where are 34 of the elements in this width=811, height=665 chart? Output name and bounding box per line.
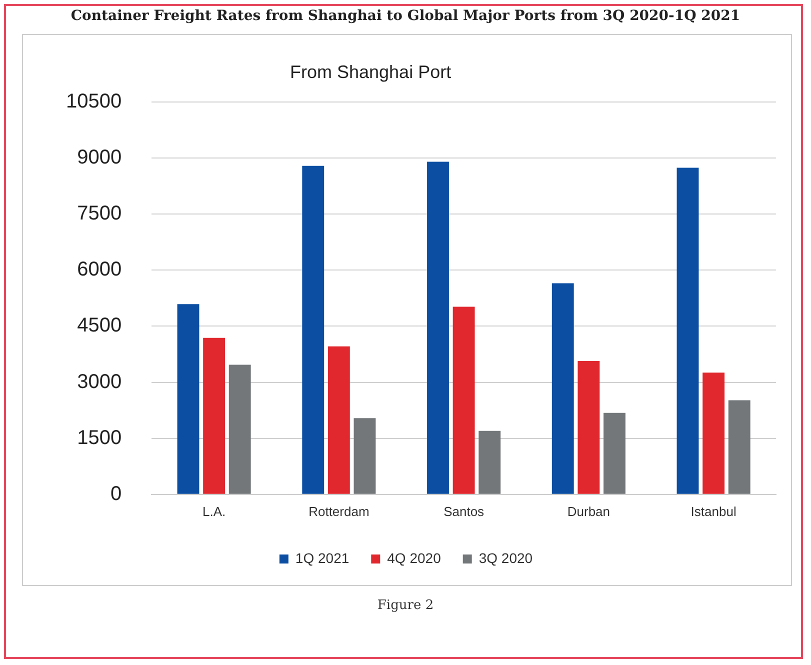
x-tick-label: Durban: [567, 504, 610, 519]
chart-title: Container Freight Rates from Shanghai to Global Major Ports from 3Q 2020-1Q 2021: [70, 8, 742, 24]
bar: [228, 364, 251, 494]
bar: [354, 418, 376, 494]
bar: [552, 283, 574, 494]
x-tick-label: Istanbul: [690, 504, 736, 519]
bar: [328, 346, 350, 494]
x-tick-label: Santos: [444, 504, 485, 519]
x-tick-label: L.A.: [202, 504, 226, 519]
y-tick-label: 7500: [77, 202, 122, 225]
y-tick-label: 4500: [77, 314, 122, 337]
y-tick-label: 0: [110, 482, 122, 505]
bar: [177, 304, 200, 494]
caption: Figure 2: [376, 598, 435, 613]
y-tick-label: 1500: [77, 426, 122, 449]
bar: [302, 166, 324, 494]
chart-subtitle: From Shanghai Port: [290, 62, 452, 83]
bar: [676, 168, 699, 494]
bar: [578, 360, 600, 494]
legend-label: 1Q 2021: [295, 550, 350, 566]
y-tick-label: 3000: [77, 370, 122, 393]
legend-label: 4Q 2020: [387, 550, 442, 566]
bar: [478, 430, 501, 494]
x-tick-label: Rotterdam: [308, 504, 370, 519]
bar: [604, 412, 626, 494]
bar: [427, 162, 449, 494]
y-tick-label: 6000: [77, 258, 122, 281]
bar: [452, 306, 475, 494]
y-tick-label: 9000: [77, 146, 122, 169]
bar: [203, 338, 226, 494]
legend-label: 3Q 2020: [478, 550, 533, 566]
y-tick-label: 10500: [66, 90, 122, 113]
bar: [728, 400, 750, 494]
bar: [702, 372, 725, 494]
